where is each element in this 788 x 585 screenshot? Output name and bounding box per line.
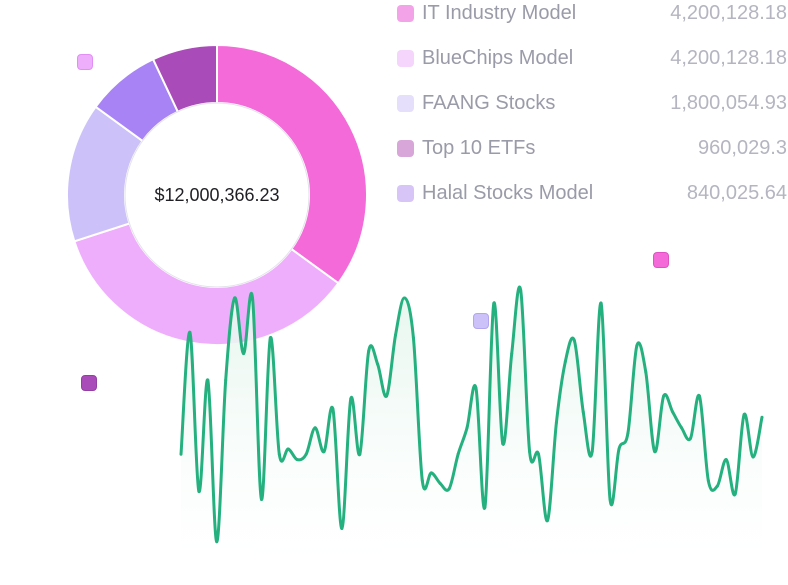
legend-label: IT Industry Model xyxy=(422,2,577,24)
data-point xyxy=(358,452,362,456)
data-point xyxy=(653,450,657,454)
legend-item[interactable]: BlueChips Model 4,200,128.18 xyxy=(397,45,787,90)
legend-item[interactable]: IT Industry Model 4,200,128.18 xyxy=(397,0,787,45)
data-point xyxy=(715,484,719,488)
data-point xyxy=(733,492,737,496)
data-point xyxy=(662,394,666,398)
data-point xyxy=(394,333,398,337)
data-point xyxy=(429,471,433,475)
data-point xyxy=(537,452,541,456)
data-point xyxy=(385,394,389,398)
data-point xyxy=(197,489,201,493)
donut-hole xyxy=(124,102,310,288)
data-point xyxy=(456,452,460,456)
data-point xyxy=(635,344,639,348)
legend-swatch xyxy=(397,185,414,202)
legend-swatch xyxy=(397,140,414,157)
legend-item[interactable]: Halal Stocks Model 840,025.64 xyxy=(397,180,787,225)
data-point xyxy=(268,336,272,340)
data-point xyxy=(760,415,764,419)
data-point xyxy=(492,301,496,305)
data-point xyxy=(644,370,648,374)
data-point xyxy=(465,426,469,430)
data-point xyxy=(608,497,612,501)
data-point xyxy=(528,450,532,454)
data-point xyxy=(680,426,684,430)
marker-pink xyxy=(77,54,93,70)
data-point xyxy=(519,288,523,292)
data-point xyxy=(751,455,755,459)
data-point xyxy=(501,442,505,446)
data-point xyxy=(277,452,281,456)
data-point xyxy=(572,338,576,342)
marker-magenta xyxy=(653,252,669,268)
data-point xyxy=(617,447,621,451)
data-point xyxy=(331,407,335,411)
legend-value: 4,200,128.18 xyxy=(670,47,787,69)
data-point xyxy=(590,450,594,454)
data-point xyxy=(510,352,514,356)
legend-item[interactable]: Top 10 ETFs 960,029.3 xyxy=(397,135,787,180)
data-point xyxy=(402,296,406,300)
data-point xyxy=(411,336,415,340)
legend-value: 1,800,054.93 xyxy=(670,92,787,114)
legend-swatch xyxy=(397,5,414,22)
data-point xyxy=(438,481,442,485)
data-point xyxy=(286,447,290,451)
legend-value: 4,200,128.18 xyxy=(670,2,787,24)
data-point xyxy=(688,436,692,440)
legend-swatch xyxy=(397,95,414,112)
data-point xyxy=(697,394,701,398)
data-point xyxy=(581,410,585,414)
data-point xyxy=(483,505,487,509)
data-point xyxy=(367,349,371,353)
data-point xyxy=(251,296,255,300)
data-point xyxy=(706,479,710,483)
data-point xyxy=(179,452,183,456)
data-point xyxy=(671,410,675,414)
data-point xyxy=(563,360,567,364)
legend-label: Halal Stocks Model xyxy=(422,182,594,204)
data-point xyxy=(295,458,299,462)
data-point xyxy=(206,378,210,382)
data-point xyxy=(376,362,380,366)
data-point xyxy=(313,426,317,430)
data-point xyxy=(322,450,326,454)
data-point xyxy=(545,519,549,523)
data-point xyxy=(215,540,219,544)
legend-label: BlueChips Model xyxy=(422,47,574,69)
data-point xyxy=(742,413,746,417)
legend-item[interactable]: FAANG Stocks 1,800,054.93 xyxy=(397,90,787,135)
data-point xyxy=(233,296,237,300)
marker-purple xyxy=(81,375,97,391)
legend-label: Top 10 ETFs xyxy=(422,137,536,159)
legend-swatch xyxy=(397,50,414,67)
donut-legend: IT Industry Model 4,200,128.18 BlueChips… xyxy=(397,0,787,225)
legend-label: FAANG Stocks xyxy=(422,92,556,114)
data-point xyxy=(224,378,228,382)
legend-value: 960,029.3 xyxy=(698,137,787,159)
data-point xyxy=(259,497,263,501)
data-point xyxy=(724,458,728,462)
data-point xyxy=(599,301,603,305)
data-point xyxy=(626,431,630,435)
data-point xyxy=(447,487,451,491)
data-point xyxy=(242,352,246,356)
data-point xyxy=(304,452,308,456)
area-fill xyxy=(181,286,762,560)
data-point xyxy=(474,386,478,390)
marker-lavender xyxy=(473,313,489,329)
data-point xyxy=(420,479,424,483)
legend-value: 840,025.64 xyxy=(686,182,787,204)
data-point xyxy=(554,421,558,424)
data-point xyxy=(340,527,344,530)
data-point xyxy=(188,330,192,334)
data-point xyxy=(349,397,353,401)
